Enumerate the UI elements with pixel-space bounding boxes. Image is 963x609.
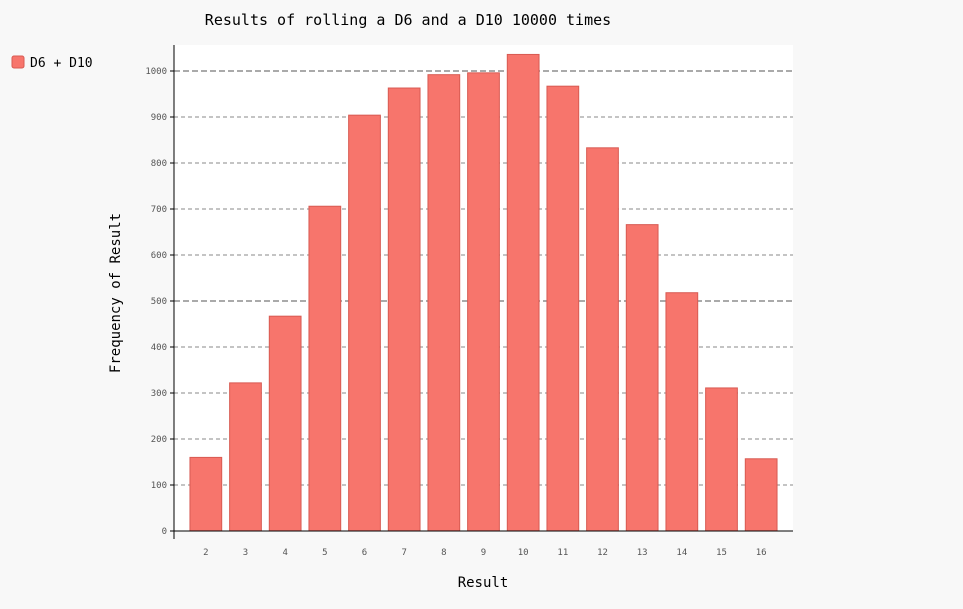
bar[interactable] <box>348 114 381 532</box>
x-axis-ticks: 2 3 4 5 6 7 8 9 10 11 12 13 14 15 16 <box>203 548 766 558</box>
x-tick-label: 3 <box>243 548 248 558</box>
y-tick-label: 200 <box>151 435 167 445</box>
bar[interactable] <box>308 205 342 532</box>
bar[interactable] <box>467 72 500 532</box>
x-tick-label: 14 <box>676 548 687 558</box>
x-tick-label: 15 <box>716 548 727 558</box>
x-tick-label: 10 <box>518 548 529 558</box>
y-tick-label: 600 <box>151 251 167 261</box>
y-tick-label: 0 <box>162 527 167 537</box>
y-tick-label: 400 <box>151 343 167 353</box>
x-tick-label: 7 <box>401 548 406 558</box>
y-tick-label: 1000 <box>145 67 167 77</box>
bar[interactable] <box>665 292 699 532</box>
x-tick-label: 2 <box>203 548 208 558</box>
bar[interactable] <box>625 224 659 532</box>
x-tick-label: 9 <box>481 548 486 558</box>
legend-swatch <box>11 55 25 69</box>
chart-title: Results of rolling a D6 and a D10 10000 … <box>205 11 611 29</box>
x-tick-label: 13 <box>637 548 648 558</box>
bar[interactable] <box>268 315 302 532</box>
bar-series <box>189 53 778 532</box>
bar[interactable] <box>387 87 421 532</box>
bar[interactable] <box>586 147 619 532</box>
bar[interactable] <box>705 387 738 532</box>
x-tick-label: 16 <box>756 548 767 558</box>
x-tick-label: 5 <box>322 548 327 558</box>
legend-label: D6 + D10 <box>30 56 93 71</box>
y-tick-label: 700 <box>151 205 167 215</box>
bar[interactable] <box>427 74 461 532</box>
y-tick-label: 300 <box>151 389 167 399</box>
y-tick-label: 900 <box>151 113 167 123</box>
x-tick-label: 8 <box>441 548 446 558</box>
y-tick-label: 100 <box>151 481 167 491</box>
x-tick-label: 6 <box>362 548 367 558</box>
x-tick-label: 12 <box>597 548 608 558</box>
bar[interactable] <box>506 53 540 532</box>
y-tick-label: 500 <box>151 297 167 307</box>
bar[interactable] <box>546 85 580 532</box>
bar[interactable] <box>744 458 778 532</box>
y-tick-label: 800 <box>151 159 167 169</box>
bar[interactable] <box>229 382 262 532</box>
x-axis-label: Result <box>458 575 509 591</box>
bar[interactable] <box>189 456 223 532</box>
y-axis-ticks: 0 100 200 300 400 500 600 700 800 900 1000 <box>145 67 174 537</box>
legend: D6 + D10 <box>11 55 93 71</box>
x-tick-label: 11 <box>557 548 568 558</box>
x-tick-label: 4 <box>282 548 287 558</box>
y-axis-label: Frequency of Result <box>108 213 124 373</box>
